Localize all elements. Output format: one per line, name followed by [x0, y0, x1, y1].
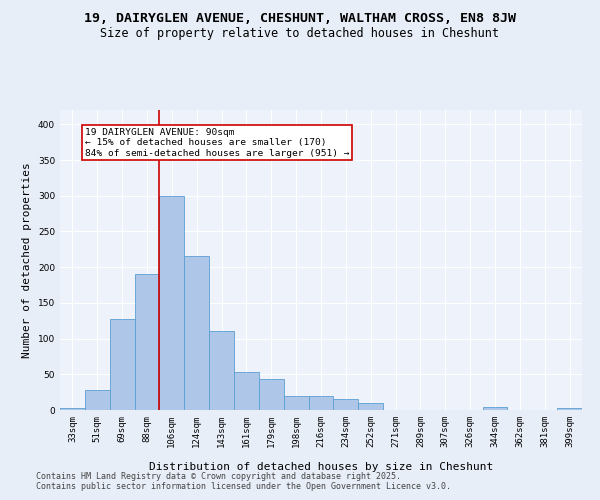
Bar — [60, 408, 85, 410]
Bar — [259, 378, 284, 410]
Text: Contains HM Land Registry data © Crown copyright and database right 2025.: Contains HM Land Registry data © Crown c… — [36, 472, 401, 481]
Bar — [358, 403, 383, 410]
Bar — [85, 390, 110, 410]
Bar — [234, 372, 259, 410]
Text: Contains public sector information licensed under the Open Government Licence v3: Contains public sector information licen… — [36, 482, 451, 491]
Bar — [308, 396, 334, 410]
Bar — [334, 400, 358, 410]
Text: 19, DAIRYGLEN AVENUE, CHESHUNT, WALTHAM CROSS, EN8 8JW: 19, DAIRYGLEN AVENUE, CHESHUNT, WALTHAM … — [84, 12, 516, 26]
Bar — [482, 407, 508, 410]
Bar — [110, 318, 134, 410]
Bar — [184, 256, 209, 410]
Bar — [134, 274, 160, 410]
Y-axis label: Number of detached properties: Number of detached properties — [22, 162, 32, 358]
Text: Size of property relative to detached houses in Cheshunt: Size of property relative to detached ho… — [101, 28, 499, 40]
Text: 19 DAIRYGLEN AVENUE: 90sqm
← 15% of detached houses are smaller (170)
84% of sem: 19 DAIRYGLEN AVENUE: 90sqm ← 15% of deta… — [85, 128, 349, 158]
Bar — [160, 196, 184, 410]
Bar — [209, 332, 234, 410]
Text: Distribution of detached houses by size in Cheshunt: Distribution of detached houses by size … — [149, 462, 493, 472]
Bar — [284, 396, 308, 410]
Bar — [557, 408, 582, 410]
